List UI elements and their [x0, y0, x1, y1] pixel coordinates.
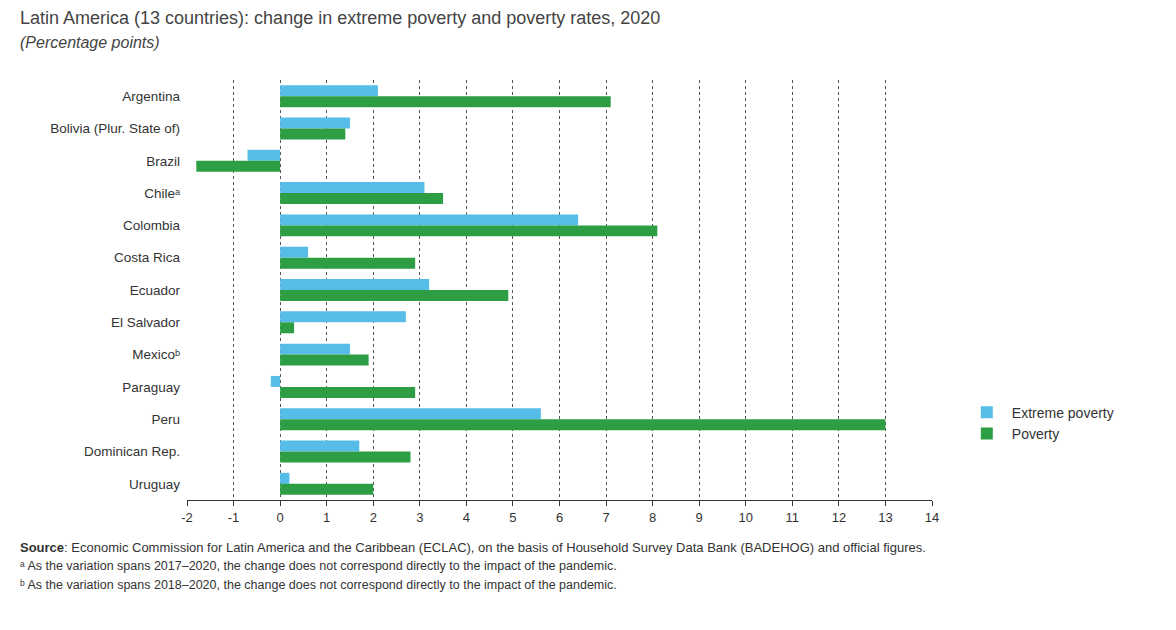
svg-text:4: 4 [463, 510, 470, 525]
svg-text:Extreme poverty: Extreme poverty [1012, 405, 1114, 421]
svg-text:7: 7 [602, 510, 609, 525]
svg-text:12: 12 [832, 510, 846, 525]
html-text:ᵃ As the variation spans 2017–: ᵃ As the variation spans 2017–2020, the … [20, 559, 617, 573]
svg-text:Paraguay: Paraguay [122, 380, 180, 395]
svg-text:Poverty: Poverty [1012, 426, 1059, 442]
svg-text:Ecuador: Ecuador [130, 283, 181, 298]
svg-text:-2: -2 [181, 510, 193, 525]
svg-text:Brazil: Brazil [146, 153, 180, 168]
svg-text:13: 13 [878, 510, 892, 525]
svg-text:-1: -1 [228, 510, 240, 525]
svg-text:2: 2 [370, 510, 377, 525]
svg-text:Chileᵃ: Chileᵃ [144, 186, 181, 201]
svg-text:Peru: Peru [151, 412, 180, 427]
svg-text:6: 6 [556, 510, 563, 525]
svg-text:Costa Rica: Costa Rica [114, 250, 181, 265]
svg-text:11: 11 [786, 510, 800, 525]
html-text:ᵇ As the variation spans 2018–: ᵇ As the variation spans 2018–2020, the … [20, 578, 617, 592]
svg-text:3: 3 [416, 510, 423, 525]
svg-text:Dominican Rep.: Dominican Rep. [84, 444, 180, 459]
svg-text:0: 0 [277, 510, 284, 525]
html-text:Source: Economic Commission fo: Source: Economic Commission for Latin Am… [20, 540, 926, 555]
svg-text:9: 9 [696, 510, 703, 525]
svg-text:Argentina: Argentina [122, 89, 180, 104]
html-text:(Percentage points): (Percentage points) [20, 34, 160, 51]
svg-text:14: 14 [925, 510, 939, 525]
svg-text:Mexicoᵇ: Mexicoᵇ [132, 347, 180, 362]
svg-text:El Salvador: El Salvador [111, 315, 181, 330]
svg-text:Colombia: Colombia [123, 218, 181, 233]
svg-text:Uruguay: Uruguay [129, 477, 180, 492]
svg-text:5: 5 [509, 510, 516, 525]
html-text:Latin America (13 countries):: Latin America (13 countries): change in … [20, 8, 661, 28]
svg-text:10: 10 [739, 510, 753, 525]
svg-text:1: 1 [323, 510, 330, 525]
svg-text:8: 8 [649, 510, 656, 525]
svg-text:Bolivia (Plur. State of): Bolivia (Plur. State of) [50, 121, 180, 136]
